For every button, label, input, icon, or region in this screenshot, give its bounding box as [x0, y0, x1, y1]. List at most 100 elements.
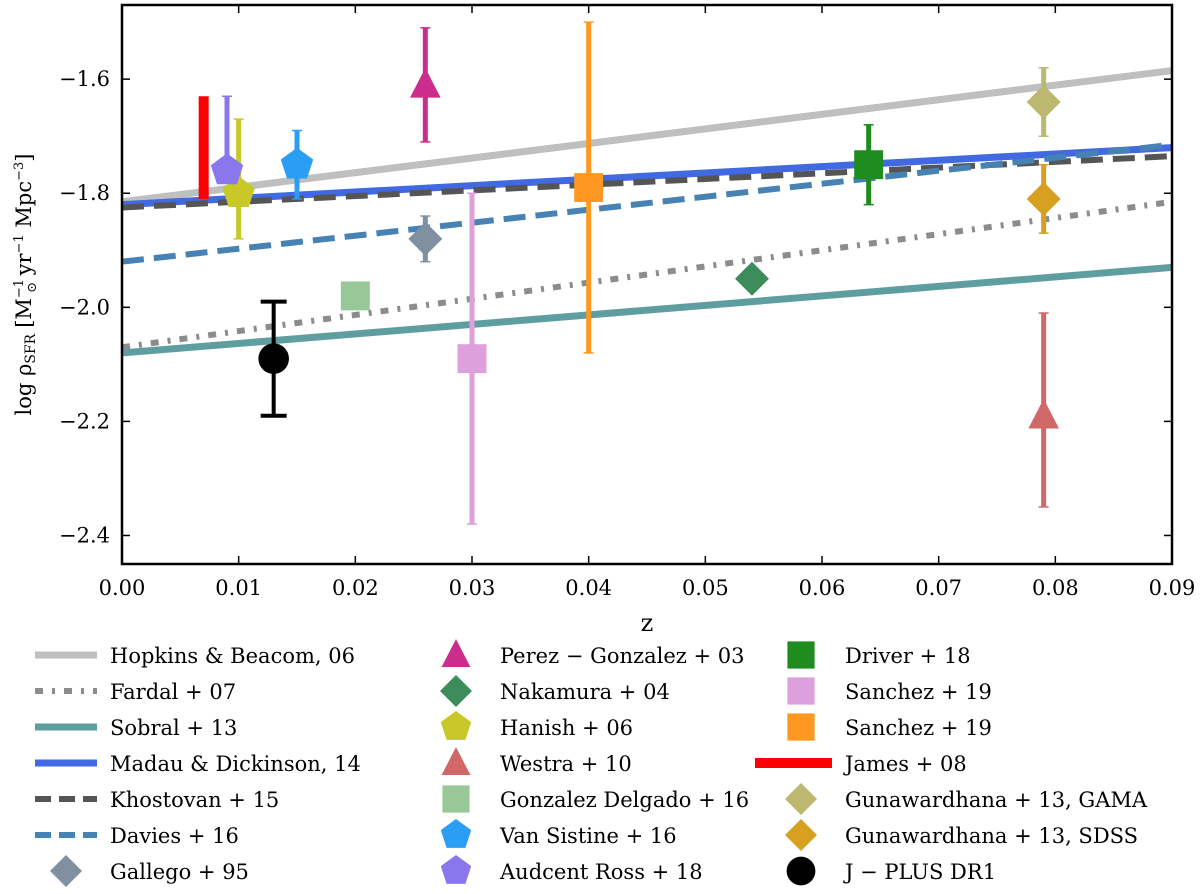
legend-swatch-marker [787, 641, 815, 669]
y-label-sub: SFR [23, 333, 39, 363]
point-nakamura-04 [735, 261, 769, 296]
line-sobral-13 [122, 263, 1172, 357]
x-axis-ticks: 0.00 0.01 0.02 0.03 0.04 0.05 0.06 0.07 0.08 0.09 [99, 5, 1196, 600]
legend-label: J − PLUS DR1 [843, 860, 996, 884]
marker-audcent-ross-18 [210, 153, 244, 185]
y-label-sup2: −1 [12, 234, 27, 253]
marker-driver-18 [854, 150, 884, 180]
point-driver-18 [854, 124, 884, 206]
x-tick-label: 0.03 [449, 576, 496, 600]
y-tick-label: −2.4 [59, 523, 110, 547]
legend-swatch-marker [786, 856, 816, 886]
marker-sanchez-19-pink [457, 344, 487, 374]
legend-label: Madau & Dickinson, 14 [110, 752, 361, 776]
legend-entry-gunawardhana-13-gama: Gunawardhana + 13, GAMA [785, 783, 1148, 815]
y-label-yr: yr [12, 252, 36, 282]
point-westra-10 [1028, 312, 1059, 508]
legend-swatch-marker [785, 783, 817, 815]
y-tick-label: −1.6 [59, 67, 110, 91]
legend-entry-j-plus-dr1: J − PLUS DR1 [786, 856, 996, 886]
legend-entry-hanish-06: Hanish + 06 [440, 711, 633, 740]
line-davies-16 [122, 141, 1172, 265]
legend-entry-westra-10: Westra + 10 [441, 747, 632, 776]
legend-entry-gonzalez-delgado-16: Gonzalez Delgado + 16 [442, 785, 749, 813]
legend-entry-gunawardhana-13-sdss: Gunawardhana + 13, SDSS [785, 819, 1138, 851]
marker-perez-gonzalez-03 [410, 67, 441, 98]
legend-label: Khostovan + 15 [110, 788, 279, 812]
legend-swatch-marker [440, 711, 472, 740]
marker-westra-10 [1028, 398, 1059, 429]
legend-entry-james-08: James + 08 [755, 752, 967, 776]
x-tick-label: 0.09 [1149, 576, 1196, 600]
legend-entry-van-sistine-16: Van Sistine + 16 [440, 819, 677, 848]
y-label-sup1: −1 [12, 279, 27, 298]
y-label-bracket-close: ] [12, 154, 36, 162]
marker-gonzalez-delgado-16 [340, 281, 370, 311]
marker-van-sistine-16 [280, 147, 314, 179]
marker-sanchez-19-orange [574, 173, 604, 202]
legend-entry-sanchez-19: Sanchez + 19 [787, 713, 992, 741]
legend-entry-hopkins-beacom-06: Hopkins & Beacom, 06 [35, 644, 355, 668]
y-tick-label: −2.2 [59, 409, 110, 433]
point-gonzalez-delgado-16 [340, 281, 370, 311]
x-tick-label: 0.06 [799, 576, 846, 600]
legend-label: Hopkins & Beacom, 06 [110, 644, 355, 668]
legend-entry-khostovan-15: Khostovan + 15 [35, 788, 279, 812]
legend-entry-gallego-95: Gallego + 95 [50, 855, 249, 887]
y-label-mpc: Mpc [12, 181, 36, 234]
legend-entry-audcent-ross-18: Audcent Ross + 18 [440, 855, 703, 884]
legend-label: Gallego + 95 [110, 860, 249, 884]
legend-label: Audcent Ross + 18 [499, 860, 703, 884]
y-tick-label: −1.8 [59, 181, 110, 205]
x-tick-label: 0.08 [1032, 576, 1079, 600]
plot-frame [120, 3, 1174, 566]
legend-swatch-marker [442, 785, 470, 813]
legend-entry-nakamura-04: Nakamura + 04 [440, 675, 670, 707]
y-axis-label: log ρSFR[M−1⊙ yr−1 Mpc−3] [12, 154, 40, 416]
x-tick-label: 0.05 [682, 576, 729, 600]
legend-swatch-marker [785, 819, 817, 851]
x-tick-label: 0.00 [99, 576, 146, 600]
y-label-sup3: −3 [12, 162, 27, 181]
legend-label: Driver + 18 [845, 644, 971, 668]
marker-nakamura-04 [735, 261, 769, 296]
legend-swatch-marker [441, 747, 471, 775]
marker-gunawardhana-13-sdss [1026, 181, 1061, 216]
legend-entry-driver-18: Driver + 18 [787, 641, 971, 669]
legend-label: Davies + 16 [110, 824, 239, 848]
x-axis-label: z [641, 609, 654, 637]
legend-swatch-marker [787, 713, 815, 741]
legend-label: Sobral + 13 [110, 716, 237, 740]
y-axis-ticks: −2.4 −2.2 −2.0 −1.8 −1.6 [59, 67, 1172, 547]
point-gallego-95 [408, 215, 443, 263]
point-sanchez-19-orange [574, 21, 604, 354]
x-tick-label: 0.02 [332, 576, 379, 600]
legend-label: James + 08 [843, 752, 967, 776]
y-tick-label: −2.0 [59, 295, 110, 319]
legend-swatch-marker [440, 819, 472, 848]
y-label-bracket-open: [M [12, 298, 36, 328]
legend-label: Gunawardhana + 13, GAMA [845, 788, 1148, 812]
point-audcent-ross-18 [210, 95, 244, 185]
point-gunawardhana-13-sdss [1026, 163, 1061, 234]
legend-entry-davies-16: Davies + 16 [35, 824, 239, 848]
point-van-sistine-16 [280, 129, 314, 200]
point-gunawardhana-13-gama [1026, 66, 1061, 137]
legend-entry-sobral-13: Sobral + 13 [35, 716, 237, 740]
legend-label: Hanish + 06 [500, 716, 633, 740]
marker-gunawardhana-13-gama [1026, 84, 1061, 119]
legend: Hopkins & Beacom, 06 Fardal + 07 Sobral + … [35, 639, 1148, 887]
legend-label: Nakamura + 04 [500, 680, 670, 704]
legend-swatch-marker [787, 677, 815, 705]
legend-label: Gunawardhana + 13, SDSS [845, 824, 1138, 848]
legend-swatch-marker [440, 855, 472, 884]
x-tick-label: 0.01 [215, 576, 262, 600]
y-label-sun: ⊙ [25, 282, 40, 293]
legend-label: Westra + 10 [500, 752, 632, 776]
legend-label: Gonzalez Delgado + 16 [500, 788, 749, 812]
line-fardal-07 [122, 198, 1172, 351]
legend-label: Van Sistine + 16 [499, 824, 677, 848]
legend-label: Sanchez + 19 [845, 716, 992, 740]
legend-swatch-marker [441, 639, 471, 667]
